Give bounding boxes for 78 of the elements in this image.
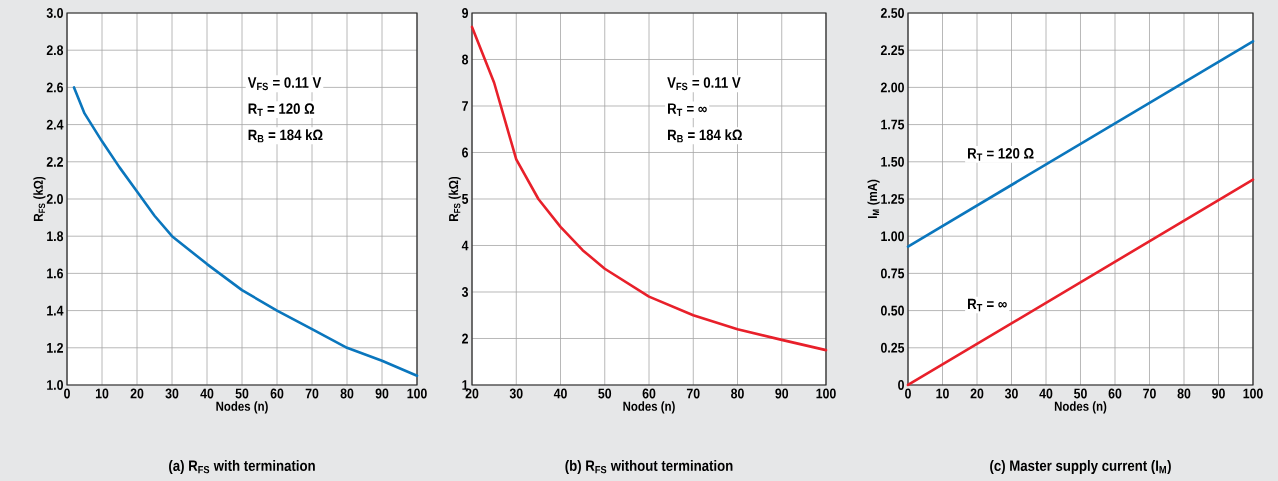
x-tick-label: 20 (130, 388, 144, 399)
annotation: R$_{T}$ = 120 Ω (248, 103, 315, 117)
y-tick-label: 2.0 (46, 194, 63, 204)
x-tick-label: 70 (686, 388, 700, 399)
y-tick-label: 2.00 (880, 82, 904, 93)
text: (a) R$_{FS}$ with termination (169, 460, 315, 474)
x-tick-label: 60 (642, 388, 656, 399)
x-tick-label: 30 (1004, 388, 1018, 399)
y-tick-label: 6 (462, 147, 469, 158)
y-tick-label: 2.25 (880, 45, 905, 56)
y-tick-label: 1.8 (47, 231, 64, 242)
x-tick-label: 20 (970, 388, 984, 399)
y-tick-label: 2.2 (46, 156, 63, 167)
x-tick-label: 80 (340, 388, 354, 399)
x-tick-label: 40 (200, 388, 214, 399)
line-series (470, 25, 828, 352)
x-tick-label: 50 (235, 388, 249, 399)
x-tick-label: 30 (509, 388, 523, 399)
y-tick-label: 2.50 (880, 8, 904, 18)
annotation: R$_{B}$ = 184 kΩ (668, 129, 742, 143)
y-tick-label: 1.2 (47, 342, 63, 353)
x-axis-title: Nodes (n) (216, 401, 268, 414)
x-tick-label: 100 (816, 388, 836, 399)
annotation: R$_{T}$ = ∞ (968, 298, 1007, 312)
y-tick-label: 2 (462, 333, 468, 344)
x-tick-label: 40 (1039, 388, 1053, 399)
y-tick-label: 2.4 (46, 119, 64, 130)
y-tick-label: 1.75 (881, 119, 905, 130)
text: (c) Master supply current (I$_{M}$) (990, 460, 1171, 474)
y-tick-label: 7 (462, 101, 468, 111)
x-tick-label: 30 (165, 388, 179, 399)
x-tick-label: 80 (731, 388, 744, 399)
x-tick-label: 10 (95, 388, 109, 399)
y-axis-title: R$_{FS}$ (kΩ) (33, 176, 46, 221)
x-tick-label: 90 (1212, 388, 1225, 399)
y-tick-label: 9 (462, 8, 469, 18)
x-tick-label: 50 (598, 388, 612, 399)
x-tick-label: 90 (775, 388, 789, 399)
x-axis-title: Nodes (n) (1054, 401, 1107, 414)
x-tick-label: 50 (1074, 388, 1087, 399)
x-tick-label: 80 (1177, 388, 1191, 399)
y-tick-label: 2.8 (46, 45, 64, 56)
y-tick-label: 0 (898, 380, 904, 390)
x-tick-label: 10 (936, 388, 949, 399)
y-tick-label: 1.00 (881, 231, 904, 242)
y-tick-label: 1.4 (47, 305, 64, 316)
y-tick-label: 1.25 (881, 194, 905, 204)
annotation: V$_{FS}$ = 0.11 V (667, 77, 741, 91)
x-tick-label: 90 (375, 388, 389, 399)
y-tick-label: 4 (461, 240, 469, 251)
x-axis-title: Nodes (n) (623, 401, 675, 414)
text: (b) R$_{FS}$ without termination (565, 460, 733, 474)
y-tick-label: 3.0 (46, 8, 63, 18)
x-tick-label: 100 (1243, 388, 1263, 399)
x-tick-label: 70 (305, 388, 319, 399)
x-tick-label: 40 (553, 388, 567, 399)
y-tick-label: 3 (461, 287, 469, 297)
y-tick-label: 5 (462, 194, 469, 204)
y-tick-label: 0.25 (880, 342, 905, 353)
annotation: R$_{T}$ = 120 Ω (968, 147, 1034, 161)
annotation: R$_{T}$ = ∞ (668, 103, 707, 116)
y-tick-label: 1.0 (47, 380, 63, 390)
y-tick-label: 0.75 (880, 268, 905, 279)
x-tick-label: 20 (465, 388, 479, 399)
y-tick-label: 0.50 (880, 305, 904, 316)
y-axis-title: R$_{FS}$ (kΩ) (448, 176, 461, 221)
y-tick-label: 1.50 (881, 156, 904, 167)
x-tick-label: 70 (1143, 388, 1156, 399)
y-tick-label: 1.6 (47, 268, 64, 279)
annotation: V$_{FS}$ = 0.11 V (247, 77, 322, 91)
x-tick-label: 100 (407, 388, 427, 399)
x-tick-label: 60 (1108, 388, 1122, 399)
y-axis-title: I$_{M}$ (mA) (867, 179, 880, 219)
y-tick-label: 2.6 (46, 82, 64, 93)
annotation: R$_{B}$ = 184 kΩ (248, 129, 323, 143)
y-tick-label: 8 (462, 54, 469, 65)
x-tick-label: 60 (270, 388, 284, 399)
y-tick-label: 1 (462, 380, 469, 390)
